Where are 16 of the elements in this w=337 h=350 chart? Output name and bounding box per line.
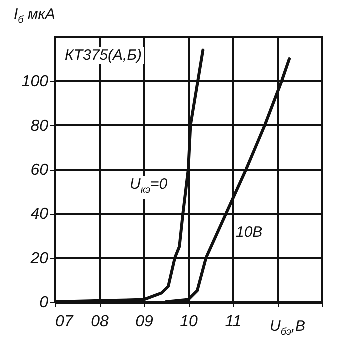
y-tick-label: 0 (40, 294, 49, 312)
x-tick-label: 10 (180, 314, 198, 330)
y-axis-title: I$_{б}$ мкА (14, 6, 56, 26)
series-label: U$_{кэ}$=0 (128, 176, 170, 199)
annotation: КТ375(А,Б) (63, 47, 144, 64)
y-tick-label: 40 (30, 206, 49, 224)
x-tick-label: 11 (225, 314, 242, 330)
y-tick-label: 80 (30, 118, 49, 135)
series-label: 10В (234, 224, 265, 241)
x-axis-title: U$_{бэ}$,В (270, 318, 306, 338)
y-tick-label: 20 (30, 250, 49, 268)
x-tick-label: 07 (56, 314, 74, 330)
y-tick-label: 60 (30, 162, 49, 179)
x-tick-label: 09 (136, 314, 154, 330)
x-tick-label: 08 (91, 314, 109, 330)
y-tick-label: 100 (22, 74, 49, 91)
